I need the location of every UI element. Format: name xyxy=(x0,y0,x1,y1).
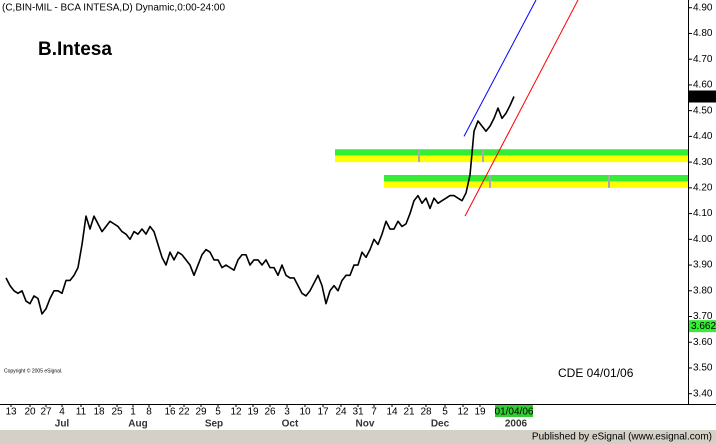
x-tick-label: 12 xyxy=(230,407,242,418)
month-label: Oct xyxy=(282,419,299,430)
zone-lower xyxy=(335,155,688,163)
x-tick-label: 4 xyxy=(59,407,65,418)
price-marker xyxy=(689,320,716,333)
price-line xyxy=(5,96,515,315)
annotation: CDE 04/01/06 xyxy=(558,366,634,380)
zone-upper xyxy=(384,174,688,182)
y-tick-label: 3.40 xyxy=(693,388,713,399)
y-tick-label: 4.50 xyxy=(693,105,713,116)
y-tick-label: 3.60 xyxy=(693,337,713,348)
x-tick-label: 11 xyxy=(76,407,87,418)
month-label: Dec xyxy=(431,419,450,430)
x-tick-label: 25 xyxy=(111,407,123,418)
y-tick-label: 4.20 xyxy=(693,182,713,193)
x-tick-label: 5 xyxy=(442,407,448,418)
y-tick-label: 4.60 xyxy=(693,80,713,91)
x-tick-label: 01/04/06 xyxy=(495,407,534,418)
trend-line xyxy=(463,0,537,137)
x-tick-label: 13 xyxy=(5,407,17,418)
y-tick-label: 4.90 xyxy=(693,2,713,13)
plot-underlay xyxy=(335,149,688,188)
y-tick-label: 3.90 xyxy=(693,260,713,271)
y-tick-label: 4.30 xyxy=(693,157,713,168)
x-tick-label: 18 xyxy=(93,407,105,418)
x-tick-label: 19 xyxy=(474,407,486,418)
x-tick-label: 7 xyxy=(371,407,377,418)
y-tick-label: 3.70 xyxy=(693,311,713,322)
x-tick-label: 29 xyxy=(195,407,207,418)
x-tick-label: 3 xyxy=(284,407,290,418)
y-tick-label: 4.40 xyxy=(693,131,713,142)
x-tick-label: 21 xyxy=(403,407,415,418)
x-tick-label: 12 xyxy=(457,407,469,418)
zone-lower xyxy=(384,181,688,188)
chart-header: (C,BIN-MIL - BCA INTESA,D) Dynamic,0:00-… xyxy=(2,3,225,14)
month-label: 2006 xyxy=(505,419,528,430)
y-tick-label: 4.10 xyxy=(693,208,713,219)
chart-title: B.Intesa xyxy=(38,39,112,60)
x-tick-label: 8 xyxy=(146,407,152,418)
y-tick-label: 4.00 xyxy=(693,234,713,245)
price-marker xyxy=(689,90,716,103)
month-label: Nov xyxy=(356,419,375,430)
x-tick-label: 24 xyxy=(335,407,347,418)
x-tick-label: 17 xyxy=(317,407,329,418)
x-tick-label: 5 xyxy=(215,407,221,418)
y-tick-label: 3.50 xyxy=(693,363,713,374)
month-label: Aug xyxy=(128,419,147,430)
y-tick-label: 3.80 xyxy=(693,285,713,296)
x-tick-label: 26 xyxy=(264,407,276,418)
x-tick-label: 19 xyxy=(247,407,259,418)
y-tick-label: 4.70 xyxy=(693,54,713,65)
month-label: Jul xyxy=(55,419,70,430)
zone-upper xyxy=(335,149,688,156)
y-tick-label: 4.80 xyxy=(693,28,713,39)
price-marker-label: 3.6625 xyxy=(691,321,716,332)
x-tick-label: 14 xyxy=(386,407,398,418)
copyright: Copyright © 2005 eSignal. xyxy=(4,367,62,374)
x-tick-label: 28 xyxy=(420,407,432,418)
trend-line xyxy=(464,0,579,217)
x-tick-label: 27 xyxy=(40,407,52,418)
price-marker-label: 4.555 xyxy=(691,91,716,102)
x-tick-label: 10 xyxy=(299,407,311,418)
x-tick-label: 22 xyxy=(178,407,190,418)
x-tick-label: 20 xyxy=(24,407,36,418)
month-label: Sep xyxy=(205,419,223,430)
footer-bar xyxy=(0,430,716,444)
x-tick-label: 16 xyxy=(164,407,176,418)
x-tick-label: 31 xyxy=(352,407,364,418)
x-tick-label: 1 xyxy=(130,407,136,418)
x-tick-highlight xyxy=(495,405,533,417)
footer-text: Published by eSignal (www.esignal.com) xyxy=(532,432,712,443)
